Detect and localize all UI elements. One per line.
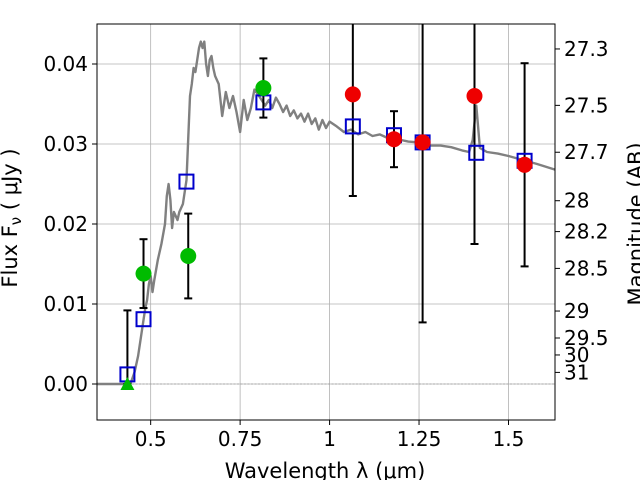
right-tick-label: 30 <box>564 343 589 367</box>
detections_green-point <box>180 248 197 264</box>
tick-marks <box>92 48 560 425</box>
data-markers <box>119 80 533 390</box>
right-tick-label: 28.2 <box>564 220 609 244</box>
model-sed-layer <box>97 40 556 386</box>
y-axis-title-sub: ν <box>7 217 25 225</box>
y-tick-label: 0.04 <box>43 52 88 76</box>
x-tick-label: 0.5 <box>135 427 167 451</box>
right-tick-label: 27.5 <box>564 93 609 117</box>
detections_green-point <box>135 265 152 282</box>
detections_green-point <box>255 80 272 96</box>
y-axis-title: Flux Fν ( μJy ) <box>0 148 25 287</box>
detections_red-point <box>466 88 483 104</box>
x-tick-label: 0.75 <box>218 427 263 451</box>
error-bars <box>123 24 529 385</box>
right-axis-title: Magnitude (AB) <box>624 142 640 305</box>
x-axis-title: Wavelength λ (μm) <box>225 459 426 480</box>
model-photometry-square <box>468 144 485 161</box>
model-photometry-square <box>135 311 152 328</box>
detections_red-point <box>516 156 533 173</box>
right-tick-label: 28 <box>564 189 589 213</box>
right-tick-label: 27.3 <box>564 37 609 61</box>
model-photometry-square <box>344 118 361 135</box>
y-axis-title-unit: ( μJy ) <box>0 148 22 216</box>
detections_red-point <box>344 86 361 103</box>
detections_red-point <box>414 134 431 151</box>
y-tick-label: 0.00 <box>43 372 88 396</box>
y-tick-label: 0.02 <box>43 212 88 236</box>
x-tick-label: 1.5 <box>493 427 525 451</box>
upper-limit-triangle <box>120 377 135 390</box>
model-photometry-square <box>178 173 195 190</box>
x-tick-label: 1.25 <box>397 427 442 451</box>
right-tick-label: 29.5 <box>564 326 609 350</box>
y-tick-label: 0.01 <box>43 292 88 316</box>
detections_red-point <box>385 131 402 148</box>
y-tick-label: 0.03 <box>43 132 88 156</box>
right-tick-label: 31 <box>564 360 589 384</box>
y-axis-title-main: Flux F <box>0 225 22 287</box>
right-tick-label: 29 <box>564 299 589 323</box>
right-tick-label: 28.5 <box>564 256 609 280</box>
model-sed-line <box>97 40 556 386</box>
plot-frame <box>96 23 556 421</box>
right-tick-label: 27.7 <box>564 140 609 164</box>
x-tick-label: 1 <box>323 427 336 451</box>
tick-labels: 0.5 0.75 1 1.25 1.5 0.00 0.01 0.02 0.03 0.04 27.3 2… <box>43 37 608 451</box>
